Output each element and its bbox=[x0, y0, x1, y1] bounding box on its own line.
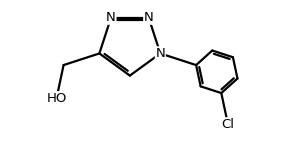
Text: N: N bbox=[156, 47, 165, 60]
Text: N: N bbox=[106, 11, 116, 24]
Text: N: N bbox=[144, 11, 153, 24]
Text: Cl: Cl bbox=[221, 118, 234, 131]
Text: HO: HO bbox=[46, 92, 67, 105]
